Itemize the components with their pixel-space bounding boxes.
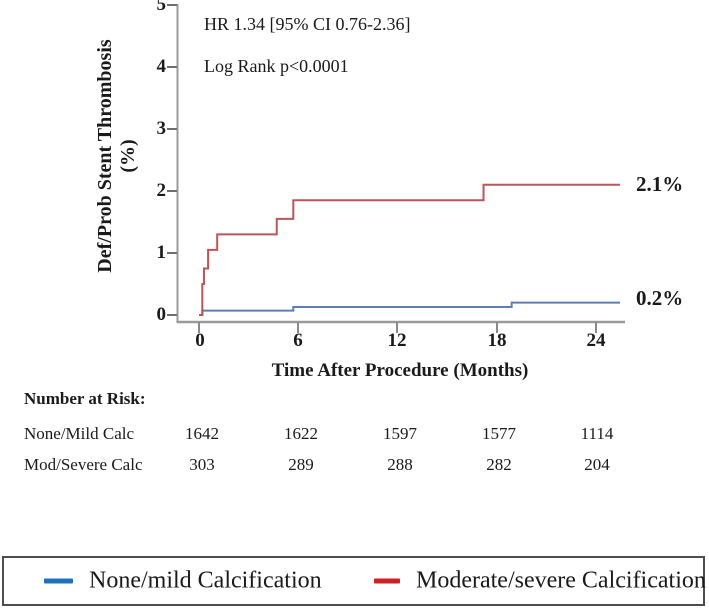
x-tick-label-0: 0 [195,330,205,351]
risk-row-label-none-mild: None/Mild Calc [24,424,135,443]
y-axis-title: Def/Prob Stent Thrombosis (%) [94,0,140,316]
risk-value: 303 [189,455,215,474]
risk-value: 1597 [383,424,417,443]
y-tick-label-4: 4 [156,56,167,77]
legend-label-none-mild: None/mild Calcification [89,567,322,594]
risk-value: 1622 [284,424,318,443]
risk-row-label-mod-severe: Mod/Severe Calc [24,455,143,474]
curve-none-mild [199,301,620,316]
legend-label-moderate-severe: Moderate/severe Calcification [416,567,706,594]
x-axis-title: Time After Procedure (Months) [271,360,529,381]
y-axis-title-line2: (%) [117,139,139,173]
y-tick-label-3: 3 [156,118,167,139]
legend-box: None/mild Calcification Moderate/severe … [2,556,706,606]
y-tick-label-2: 2 [156,180,167,201]
y-tick-label-5: 5 [156,0,167,15]
risk-value: 282 [486,455,512,474]
legend-item-moderate-severe: Moderate/severe Calcification [374,568,706,595]
risk-value: 204 [584,455,610,474]
red-line-marker-icon [374,578,400,584]
y-tick-label-1: 1 [156,242,167,263]
x-tick-label-12: 12 [387,330,407,351]
blue-line-marker-icon [44,578,73,584]
y-axis-title-line1: Def/Prob Stent Thrombosis [94,39,116,273]
end-label-moderate-severe: 2.1% [636,172,684,196]
legend-item-none-mild: None/mild Calcification [44,568,322,595]
x-tick-label-18: 18 [487,330,507,351]
x-tick-label-6: 6 [293,330,303,351]
y-tick-label-0: 0 [156,304,167,325]
risk-table-title: Number at Risk: [24,389,146,408]
curve-moderate-severe [199,183,620,316]
survival-curves [199,183,620,316]
risk-value: 288 [387,455,413,474]
hr-annotation: HR 1.34 [95% CI 0.76-2.36] [204,14,411,34]
x-tick-label-24: 24 [586,330,606,351]
risk-value: 1577 [482,424,516,443]
y-axis-ticks [167,4,177,316]
end-label-none-mild: 0.2% [636,286,684,310]
risk-value: 1642 [185,424,219,443]
risk-value: 1114 [580,424,614,443]
log-rank-annotation: Log Rank p<0.0001 [204,56,349,76]
risk-value: 289 [288,455,314,474]
